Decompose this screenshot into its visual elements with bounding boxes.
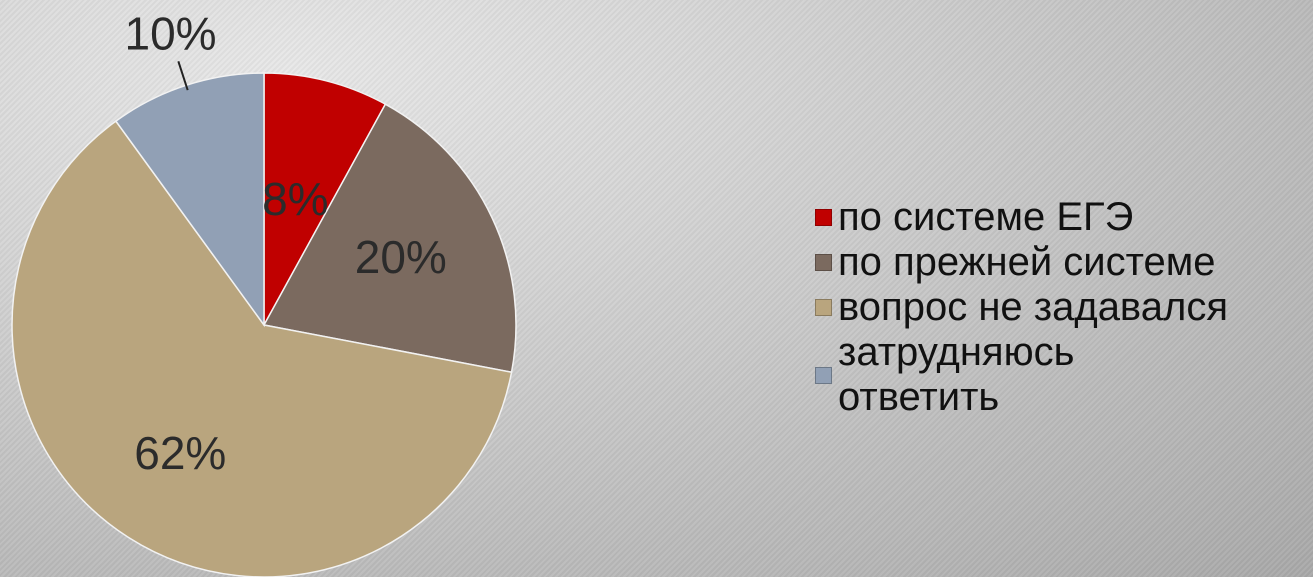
pie-slice-ege xyxy=(263,72,387,326)
slice-labels: 8% 20% 62% 10% xyxy=(125,8,447,480)
legend-swatch-ege xyxy=(815,209,832,226)
legend-item-previous-system: по прежней системе xyxy=(815,240,1310,285)
legend-swatch-previous-system xyxy=(815,254,832,271)
legend-item-ege: по системе ЕГЭ xyxy=(815,195,1310,240)
legend-swatch-not-asked xyxy=(815,299,832,316)
legend-label-not-asked: вопрос не задавался xyxy=(838,285,1228,329)
slice-label-ege: 8% xyxy=(262,173,328,225)
pie-slices xyxy=(11,72,517,577)
legend-label-ege: по системе ЕГЭ xyxy=(838,195,1134,239)
legend-item-not-asked: вопрос не задавался xyxy=(815,285,1310,330)
slice-label-undecided: 10% xyxy=(125,8,217,60)
slice-label-not-asked: 62% xyxy=(134,427,226,479)
legend-label-undecided: затрудняюсь ответить xyxy=(838,330,1075,419)
legend-item-undecided: затрудняюсь ответить xyxy=(815,330,1310,420)
legend-label-previous-system: по прежней системе xyxy=(838,240,1216,284)
legend: по системе ЕГЭ по прежней системе вопрос… xyxy=(815,195,1310,420)
legend-swatch-undecided xyxy=(815,366,832,384)
label-leader-line xyxy=(177,61,189,91)
pie-slice-previous-system xyxy=(262,103,517,374)
slice-label-previous-system: 20% xyxy=(355,231,447,283)
pie-slice-not-asked xyxy=(11,120,513,577)
